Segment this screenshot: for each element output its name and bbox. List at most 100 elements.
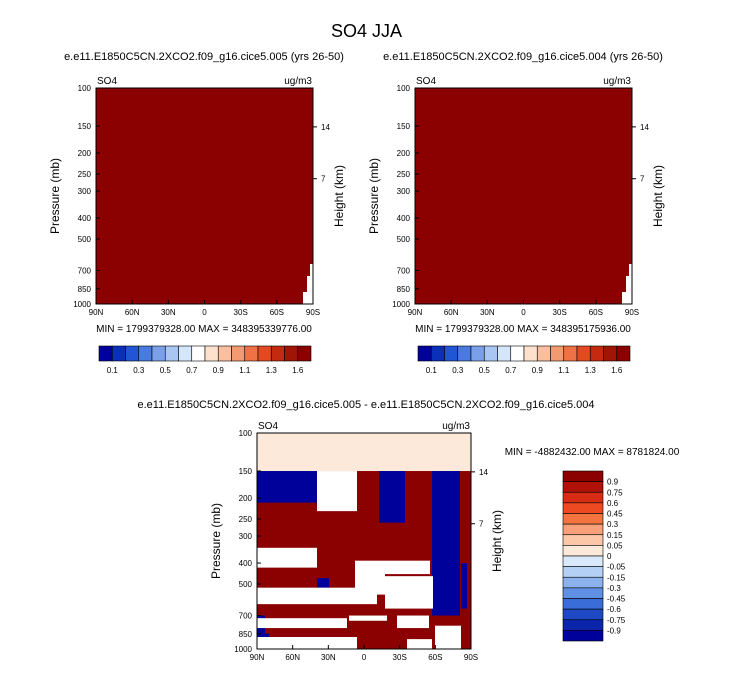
colorbar-label: -0.9 bbox=[607, 626, 621, 635]
near-zero-fill bbox=[257, 637, 357, 649]
colorbar-label: 0.7 bbox=[186, 366, 198, 375]
colorbar-swatch bbox=[562, 470, 604, 482]
colorbar-label: -0.15 bbox=[607, 573, 626, 582]
variable-label: SO4 bbox=[97, 76, 117, 87]
y-axis-title: Pressure (mb) bbox=[209, 503, 223, 579]
colorbar-swatch bbox=[470, 345, 485, 362]
colorbar-label: 1.6 bbox=[611, 366, 623, 375]
y-tick-label: 700 bbox=[239, 612, 253, 621]
colorbar-swatch bbox=[178, 345, 193, 362]
colorbar-label: 1.1 bbox=[558, 366, 570, 375]
colorbar-swatch bbox=[576, 345, 591, 362]
x-tick-label: 60S bbox=[270, 308, 284, 317]
colorbar-swatch bbox=[497, 345, 512, 362]
colorbar-label: 0.05 bbox=[607, 541, 623, 550]
panel-subtitle: e.e11.E1850C5CN.2XCO2.f09_g16.cice5.005 … bbox=[64, 51, 344, 63]
colorbar-label: -0.75 bbox=[607, 616, 626, 625]
x-tick-label: 30S bbox=[553, 308, 567, 317]
colorbar-swatch bbox=[191, 345, 206, 362]
y-tick-label: 1000 bbox=[234, 645, 252, 654]
y-tick-label: 100 bbox=[397, 84, 411, 93]
y-tick-label: 500 bbox=[397, 235, 411, 244]
negative-anomaly-fill bbox=[379, 471, 405, 523]
x-tick-label: 60N bbox=[444, 308, 459, 317]
near-zero-fill bbox=[397, 615, 429, 629]
height-tick-label: 14 bbox=[321, 123, 330, 132]
x-tick-label: 0 bbox=[362, 653, 367, 662]
colorbar-label: 0.1 bbox=[426, 366, 438, 375]
x-tick-label: 90S bbox=[464, 653, 478, 662]
y-tick-label: 400 bbox=[397, 214, 411, 223]
units-label: ug/m3 bbox=[603, 76, 631, 87]
y-tick-label: 300 bbox=[397, 187, 411, 196]
height-axis-title: Height (km) bbox=[490, 510, 504, 572]
colorbar-swatch bbox=[562, 545, 604, 557]
y-tick-label: 700 bbox=[78, 267, 92, 276]
colorbar-label: 0.45 bbox=[607, 510, 623, 519]
y-tick-label: 200 bbox=[397, 149, 411, 158]
y-tick-label: 300 bbox=[239, 532, 253, 541]
panel-subtitle: e.e11.E1850C5CN.2XCO2.f09_g16.cice5.004 … bbox=[383, 51, 663, 63]
x-tick-label: 30N bbox=[480, 308, 495, 317]
colorbar-swatch bbox=[125, 345, 140, 362]
colorbar-swatch bbox=[98, 345, 113, 362]
x-tick-label: 90N bbox=[250, 653, 265, 662]
panel-stats: MIN = -4882432.00 MAX = 8781824.00 bbox=[505, 447, 680, 458]
height-axis-title: Height (km) bbox=[332, 165, 346, 227]
colorbar-label: -0.6 bbox=[607, 605, 621, 614]
colorbar-swatch bbox=[204, 345, 219, 362]
y-tick-label: 250 bbox=[397, 170, 411, 179]
colorbar-label: 1.1 bbox=[239, 366, 251, 375]
height-tick-label: 7 bbox=[479, 520, 484, 529]
colorbar-label: 0 bbox=[607, 552, 612, 561]
height-axis-title: Height (km) bbox=[651, 165, 665, 227]
height-tick-label: 14 bbox=[640, 123, 649, 132]
near-zero-fill bbox=[257, 587, 377, 605]
near-zero-fill bbox=[317, 471, 357, 512]
x-tick-label: 90S bbox=[306, 308, 320, 317]
y-tick-label: 850 bbox=[397, 285, 411, 294]
colorbar-label: 0.5 bbox=[160, 366, 172, 375]
colorbar-swatch bbox=[536, 345, 551, 362]
colorbar-swatch bbox=[417, 345, 432, 362]
pale-band-fill bbox=[257, 433, 471, 472]
colorbar-swatch bbox=[562, 587, 604, 599]
colorbar-swatch bbox=[457, 345, 472, 362]
x-tick-label: 0 bbox=[521, 308, 526, 317]
y-tick-label: 1000 bbox=[392, 300, 410, 309]
colorbar-swatch bbox=[562, 598, 604, 610]
colorbar-swatch bbox=[430, 345, 445, 362]
colorbar-swatch bbox=[231, 345, 246, 362]
colorbar-swatch bbox=[562, 523, 604, 536]
y-tick-label: 500 bbox=[78, 235, 92, 244]
colorbar-label: 0.5 bbox=[479, 366, 491, 375]
colorbar-swatch bbox=[510, 345, 525, 362]
panel-stats: MIN = 1799379328.00 MAX = 348395175936.0… bbox=[415, 324, 631, 335]
field-contour-fill bbox=[96, 88, 313, 304]
y-tick-label: 150 bbox=[78, 122, 92, 131]
colorbar-label: 0.9 bbox=[607, 478, 619, 487]
colorbar-swatch bbox=[562, 555, 604, 567]
x-tick-label: 60N bbox=[285, 653, 300, 662]
colorbar-swatch bbox=[603, 345, 618, 362]
near-zero-fill bbox=[385, 560, 430, 575]
colorbar-label: 0.15 bbox=[607, 531, 623, 540]
x-tick-label: 90N bbox=[408, 308, 423, 317]
x-tick-label: 90S bbox=[625, 308, 639, 317]
y-tick-label: 150 bbox=[239, 467, 253, 476]
x-tick-label: 0 bbox=[202, 308, 207, 317]
height-tick-label: 7 bbox=[640, 175, 645, 184]
colorbar-swatch bbox=[550, 345, 565, 362]
colorbar-label: 0.3 bbox=[133, 366, 145, 375]
colorbar-swatch bbox=[562, 576, 604, 589]
near-zero-fill bbox=[435, 625, 461, 649]
colorbar-swatch bbox=[562, 513, 604, 525]
colorbar-label: 1.6 bbox=[292, 366, 304, 375]
colorbar-swatch bbox=[562, 491, 604, 504]
y-tick-label: 1000 bbox=[73, 300, 91, 309]
colorbar-swatch bbox=[297, 345, 312, 362]
colorbar-label: -0.05 bbox=[607, 563, 626, 572]
colorbar-label: 0.6 bbox=[607, 499, 619, 508]
y-axis-title: Pressure (mb) bbox=[48, 158, 62, 234]
x-tick-label: 60N bbox=[125, 308, 140, 317]
